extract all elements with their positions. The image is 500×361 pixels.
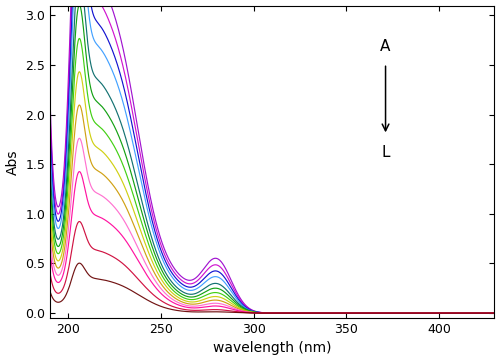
Text: L: L — [382, 145, 390, 160]
Y-axis label: Abs: Abs — [6, 149, 20, 174]
X-axis label: wavelength (nm): wavelength (nm) — [213, 342, 332, 356]
Text: A: A — [380, 39, 390, 54]
